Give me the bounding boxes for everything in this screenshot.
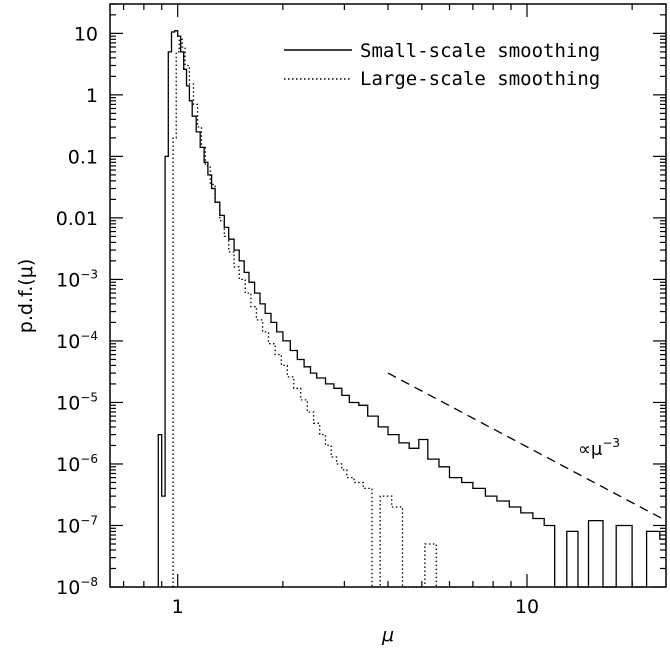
y-tick-label: 10−5 [56, 390, 98, 414]
y-tick-label: 10−4 [56, 329, 98, 353]
y-tick-label: 10−7 [56, 513, 98, 537]
series-large-scale-line [172, 38, 458, 588]
power-law-guide-line [387, 372, 667, 522]
tick-labels: 10 1 0.1 0.01 10−3 10−4 10−5 10−6 10−7 10−8 1 10 [56, 23, 539, 618]
x-tick-label: 10 [515, 596, 539, 618]
y-tick-label: 10−6 [56, 452, 98, 476]
y-tick-label: 0.01 [56, 208, 98, 230]
y-tick-label: 0.1 [68, 146, 98, 168]
legend-label-small-scale: Small-scale smoothing [360, 40, 600, 62]
x-tick-label: 1 [172, 596, 184, 618]
y-tick-label: 10−8 [56, 575, 98, 599]
y-tick-label: 1 [86, 85, 98, 107]
y-axis-title: p.d.f.(μ) [15, 259, 37, 333]
power-law-annotation: ∝μ−3 [578, 436, 620, 460]
series-group [157, 30, 666, 588]
annotations: ∝μ−3 [387, 372, 667, 522]
x-axis-title: μ [381, 624, 394, 646]
series-small-scale-line [157, 30, 666, 588]
y-tick-label: 10 [74, 23, 98, 45]
legend: Small-scale smoothing Large-scale smooth… [284, 40, 600, 90]
y-tick-label: 10−3 [56, 267, 98, 291]
legend-label-large-scale: Large-scale smoothing [360, 68, 600, 90]
